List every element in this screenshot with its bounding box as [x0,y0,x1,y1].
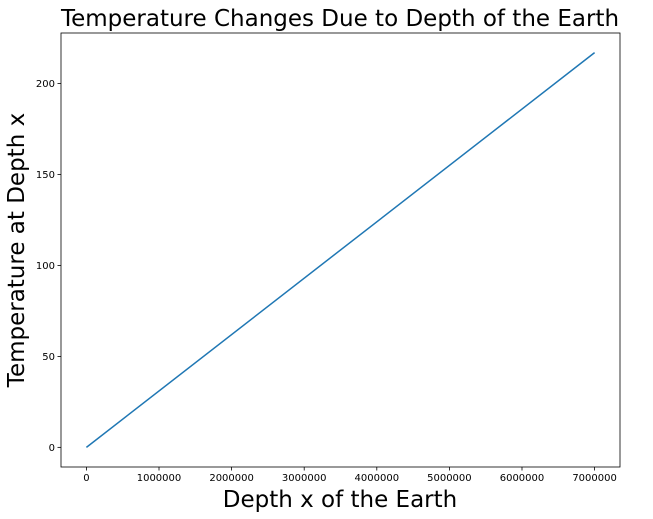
y-axis-label: Temperature at Depth x [4,113,30,388]
y-tick-label: 200 [36,79,55,90]
plot-frame [60,32,621,468]
plot-area: 0 1000000 2000000 3000000 4000000 5000000 6000… [36,32,621,484]
x-tick-label: 0 [83,473,89,484]
x-tick-label: 2000000 [209,473,254,484]
x-tick-label: 6000000 [500,473,545,484]
x-tick-label: 3000000 [282,473,327,484]
x-tick-label: 5000000 [427,473,472,484]
x-tick-label: 4000000 [355,473,400,484]
chart-title: Temperature Changes Due to Depth of the … [60,6,619,32]
y-tick-label: 0 [49,443,55,454]
series-line [85,52,596,448]
x-tick-label: 7000000 [572,473,617,484]
y-tick-label: 100 [36,261,55,272]
x-tick-label: 1000000 [137,473,182,484]
y-tick-label: 150 [36,170,55,181]
x-axis-label: Depth x of the Earth [223,487,458,513]
y-tick-label: 50 [42,352,55,363]
